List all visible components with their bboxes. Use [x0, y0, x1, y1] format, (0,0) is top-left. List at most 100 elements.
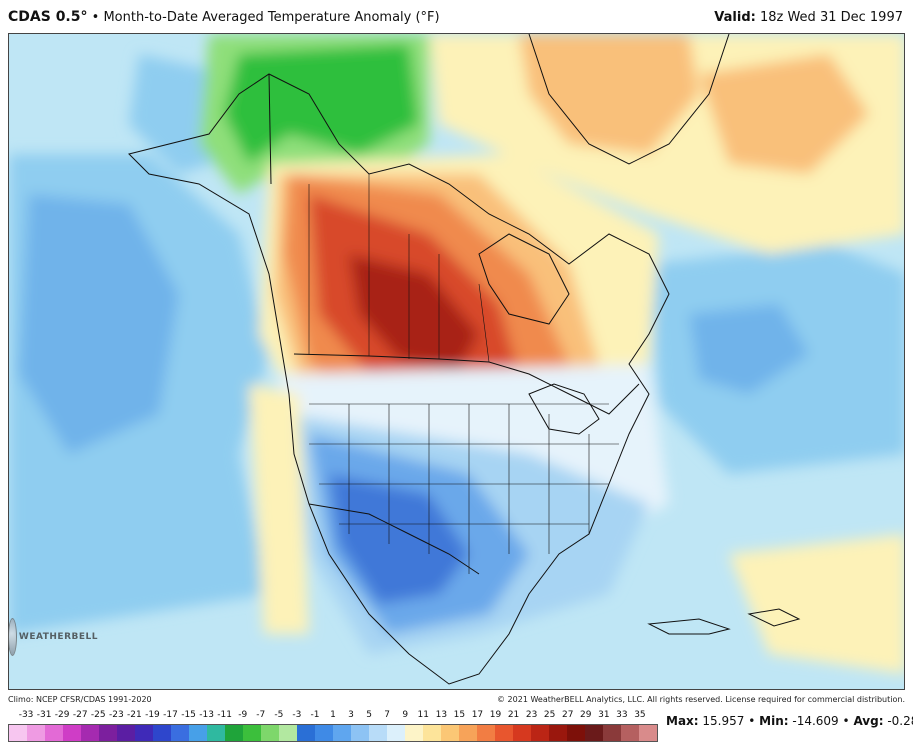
state-boundaries	[309, 403, 619, 574]
stats-separator-1: •	[748, 714, 756, 728]
legend-tick-label: 15	[453, 710, 466, 720]
legend-swatch	[603, 725, 621, 741]
greenland-orange-area	[519, 34, 699, 154]
legend-tick-label: -21	[127, 710, 142, 720]
alaska-green-dark	[224, 44, 419, 164]
min-value: -14.609	[792, 714, 839, 728]
legend-tick-label: 27	[561, 710, 574, 720]
legend-tick-label: -3	[292, 710, 302, 720]
us-canada-border	[293, 353, 640, 415]
legend-swatch	[567, 725, 585, 741]
legend-swatch	[9, 725, 27, 741]
legend-tick-label: 7	[384, 710, 391, 720]
legend-tick-label: 1	[330, 710, 336, 720]
legend-tick-label: 13	[435, 710, 448, 720]
greenland-coast	[528, 34, 730, 165]
legend-swatch	[297, 725, 315, 741]
legend-tick-label: -31	[36, 710, 52, 720]
legend-swatch	[81, 725, 99, 741]
canada-warm-dark	[349, 254, 479, 369]
legend-swatch	[189, 725, 207, 741]
legend-swatch	[27, 725, 45, 741]
legend-swatch	[99, 725, 117, 741]
legend-ticks: -33 -31 -29 -27 -25 -23 -21 -19 -17 -15 -13 -11 -9 -7…	[8, 710, 658, 724]
copyright-note: © 2021 WeatherBELL Analytics, LLC. All r…	[497, 694, 905, 704]
title-separator: •	[91, 10, 100, 25]
legend-swatch	[531, 725, 549, 741]
legend-swatch	[405, 725, 423, 741]
pacific-cooler-area	[19, 194, 179, 454]
legend-tick-label: 19	[489, 710, 502, 720]
legend-tick-label: -19	[145, 710, 160, 720]
east-warm-area	[699, 54, 869, 174]
max-value: 15.957	[702, 714, 745, 728]
legend-tick-label: -25	[90, 710, 106, 720]
legend-swatch	[225, 725, 243, 741]
legend-swatch	[45, 725, 63, 741]
legend-tick-label: 35	[634, 710, 646, 720]
boundaries	[128, 34, 801, 685]
legend-tick-label: 17	[471, 710, 484, 720]
anomaly-field	[9, 34, 904, 674]
watermark-brand: WEATHERBELL	[18, 632, 98, 642]
legend-swatch	[585, 725, 603, 741]
max-label: Max:	[666, 714, 699, 728]
legend-swatch	[279, 725, 297, 741]
legend-tick-label: -17	[163, 710, 178, 720]
legend-swatch	[261, 725, 279, 741]
caribbean-warm-area	[729, 534, 904, 674]
legend-swatch	[117, 725, 135, 741]
us-cold-strong	[329, 474, 469, 604]
globe-logo-icon	[8, 618, 17, 656]
legend-tick-label: -13	[199, 710, 214, 720]
legend-swatch	[639, 725, 657, 741]
legend-tick-label: -7	[256, 710, 266, 720]
map-stats: Max: 15.957 • Min: -14.609 • Avg: -0.285	[666, 714, 913, 734]
legend-tick-label: -11	[217, 710, 233, 720]
color-legend: -33 -31 -29 -27 -25 -23 -21 -19 -17 -15 -13 -11 -9 -7…	[8, 710, 658, 748]
legend-tick-label: -33	[18, 710, 34, 720]
valid-value: 18z Wed 31 Dec 1997	[759, 9, 903, 25]
legend-tick-label: -5	[274, 710, 284, 720]
legend-tick-label: -29	[54, 710, 70, 720]
admin-boundaries	[308, 174, 619, 574]
legend-swatch	[495, 725, 513, 741]
anomaly-map	[9, 34, 904, 689]
legend-tick-label: 25	[543, 710, 556, 720]
valid-time: Valid: 18z Wed 31 Dec 1997	[714, 10, 903, 25]
legend-swatch	[63, 725, 81, 741]
legend-swatch	[243, 725, 261, 741]
legend-swatch	[369, 725, 387, 741]
legend-swatch	[333, 725, 351, 741]
legend-bar	[8, 724, 658, 742]
legend-tick-label: -23	[108, 710, 124, 720]
legend-swatch	[459, 725, 477, 741]
legend-swatch	[477, 725, 495, 741]
legend-swatch	[423, 725, 441, 741]
legend-swatch	[315, 725, 333, 741]
map-title-text: Month-to-Date Averaged Temperature Anoma…	[103, 10, 440, 25]
legend-swatch	[387, 725, 405, 741]
cuba-coast	[647, 618, 731, 635]
stats-separator-2: •	[842, 714, 850, 728]
climo-note: Climo: NCEP CFSR/CDAS 1991-2020	[8, 694, 152, 704]
hudson-bay-coast	[478, 233, 570, 325]
legend-tick-label: 21	[507, 710, 520, 720]
legend-tick-label: -9	[238, 710, 248, 720]
avg-value: -0.285	[887, 714, 913, 728]
legend-tick-label: 3	[348, 710, 354, 720]
legend-swatch	[135, 725, 153, 741]
legend-tick-label: 5	[366, 710, 372, 720]
legend-tick-label: 11	[417, 710, 429, 720]
legend-tick-label: 29	[580, 710, 592, 720]
legend-swatch	[171, 725, 189, 741]
pacific-coast-warm	[249, 384, 309, 634]
legend-tick-label: -15	[181, 710, 196, 720]
legend-tick-label: 31	[598, 710, 610, 720]
province-boundaries	[308, 174, 490, 363]
legend-swatch	[621, 725, 639, 741]
legend-tick-label: -1	[310, 710, 320, 720]
min-label: Min:	[759, 714, 789, 728]
legend-tick-label: 23	[525, 710, 538, 720]
north-america-coastline	[128, 73, 670, 685]
